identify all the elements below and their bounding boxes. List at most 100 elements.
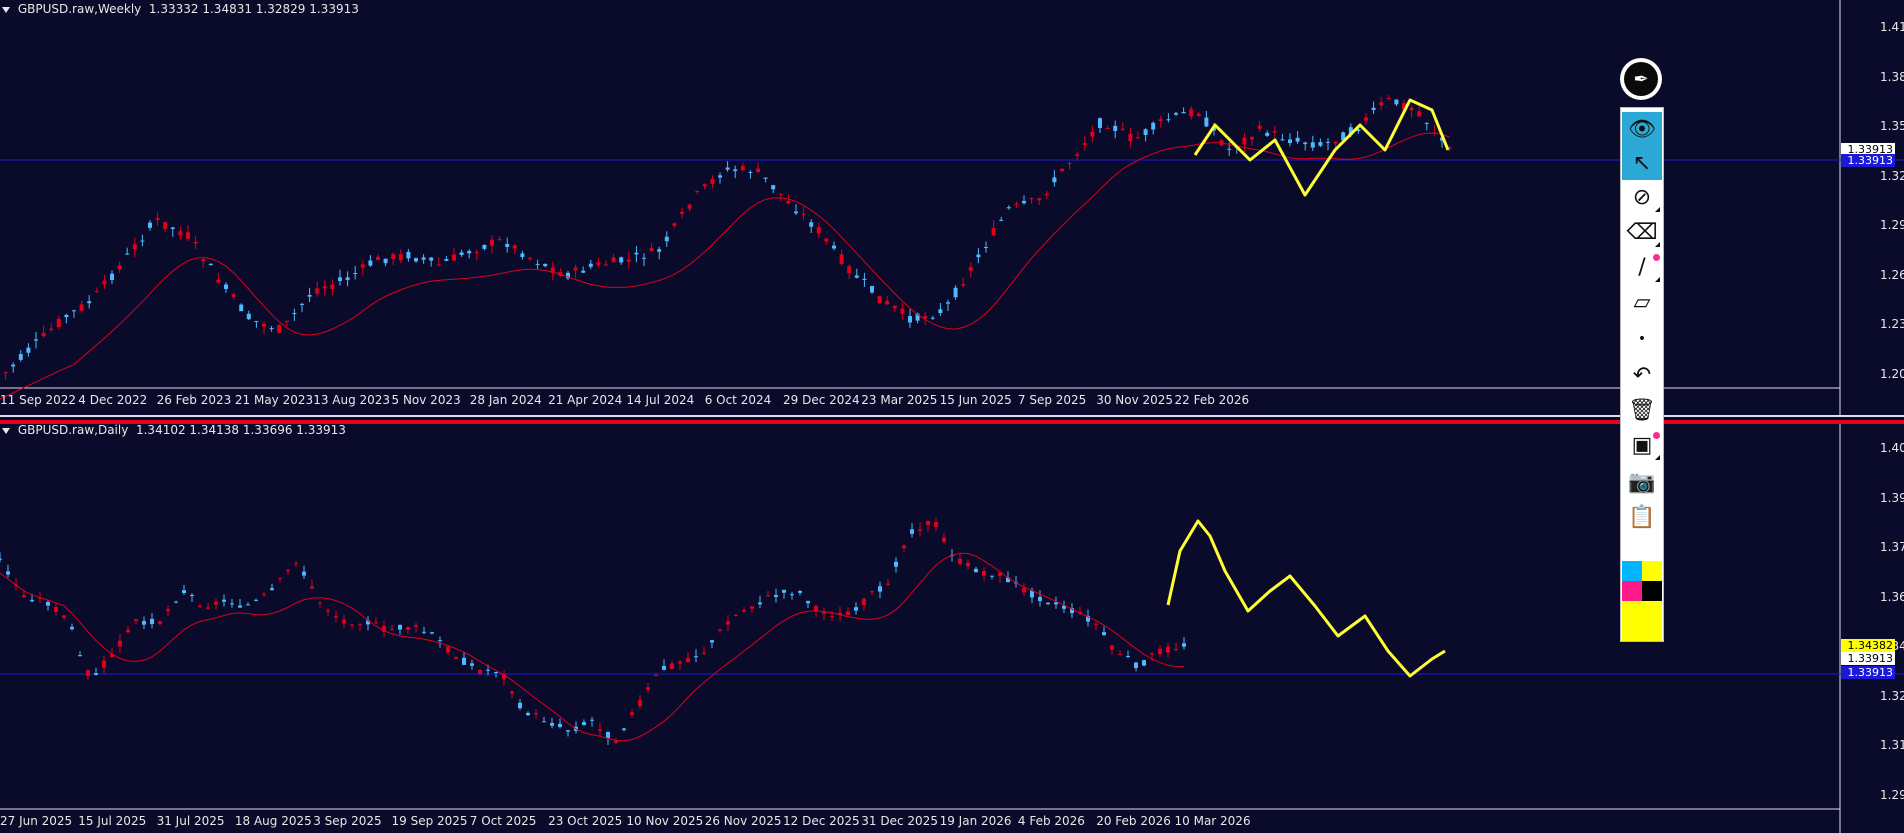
candle-body (1166, 646, 1170, 653)
weekly-x-tick-label: 13 Aug 2023 (313, 393, 391, 407)
candle-body (771, 185, 776, 190)
camera-tool-button[interactable]: 📷 (1622, 465, 1662, 499)
pane-separator[interactable] (0, 415, 1904, 421)
eraser-tool-button[interactable]: ⌫ (1622, 215, 1662, 249)
eye-tool-button[interactable]: 👁 (1622, 112, 1662, 146)
candle-body (1060, 168, 1064, 172)
candle-body (1348, 127, 1353, 135)
candle-body (269, 328, 274, 330)
pencil-tool-button[interactable]: / (1622, 250, 1662, 284)
daily-x-tick-label: 20 Feb 2026 (1096, 814, 1171, 828)
dot-tool-button[interactable]: • (1622, 322, 1662, 356)
moving-average-line (0, 132, 1450, 400)
candle-body (886, 583, 890, 585)
candle-body (816, 227, 821, 234)
candle-body (1143, 129, 1148, 135)
color-swatch[interactable] (1622, 601, 1642, 621)
collapse-triangle-icon[interactable] (2, 427, 10, 434)
candle-body (718, 629, 722, 631)
color-swatch[interactable] (1642, 561, 1662, 581)
candle-body (398, 254, 403, 261)
candle-body (1022, 588, 1026, 593)
candle-body (78, 655, 82, 657)
candle-body (630, 712, 634, 715)
candle-body (1326, 141, 1330, 143)
candle-body (34, 339, 38, 341)
clipboard-tool-button[interactable]: 📋 (1622, 500, 1662, 534)
candle-body (672, 223, 677, 226)
candle-body (938, 309, 943, 314)
candle-body (982, 570, 986, 576)
candle-body (429, 257, 434, 261)
candle-body (558, 723, 562, 727)
candle-body (342, 619, 346, 624)
candle-body (566, 730, 570, 732)
drawing-toolbar: 👁 ↖ ⊘ ⌫ / ▱ • ↶ 🗑 ▣ 📷 📋 (1620, 107, 1664, 642)
candle-body (588, 263, 593, 267)
candle-body (216, 279, 221, 283)
drawing-pen-button[interactable]: ✒ (1620, 58, 1662, 100)
candle-body (490, 239, 494, 246)
candle-body (30, 599, 34, 602)
candle-body (1333, 141, 1338, 144)
weekly-current-price-tag: 1.33913 (1841, 143, 1895, 156)
weekly-symbol: GBPUSD.raw,Weekly (17, 2, 142, 16)
candle-body (110, 654, 114, 657)
candle-body (1070, 608, 1074, 614)
color-swatch[interactable] (1622, 621, 1642, 641)
candle-body (1151, 122, 1156, 130)
compass-tool-button[interactable]: ⊘ (1622, 180, 1662, 214)
candle-body (520, 253, 525, 257)
candle-body (550, 722, 554, 726)
weekly-chart-pane[interactable]: GBPUSD.raw,Weekly 1.33332 1.34831 1.3282… (0, 0, 1904, 415)
candle-body (798, 591, 802, 593)
candle-body (178, 231, 183, 236)
candle-body (102, 280, 107, 285)
candle-body (870, 285, 874, 293)
candle-body (41, 332, 46, 337)
candle-body (918, 529, 922, 531)
undo-tool-button[interactable]: ↶ (1622, 358, 1662, 392)
candle-body (778, 193, 783, 195)
candle-body (854, 607, 858, 611)
candle-body (1204, 117, 1209, 127)
candle-body (968, 267, 973, 271)
candle-body (934, 522, 938, 527)
candle-body (1440, 137, 1444, 141)
color-swatch[interactable] (1642, 601, 1662, 621)
weekly-x-tick-label: 4 Dec 2022 (78, 393, 148, 407)
collapse-triangle-icon[interactable] (2, 6, 10, 13)
candle-body (474, 252, 479, 254)
candle-body (657, 249, 662, 252)
weekly-y-tick-label: 1.41570 (1880, 20, 1904, 34)
trash-tool-button[interactable]: 🗑 (1622, 393, 1662, 427)
candle-body (222, 599, 226, 602)
color-swatch[interactable] (1622, 581, 1642, 601)
candle-body (1295, 137, 1300, 142)
daily-chart-canvas[interactable] (0, 421, 1904, 833)
candle-body (87, 301, 92, 304)
candle-body (454, 657, 458, 659)
candle-body (1242, 137, 1247, 145)
candle-body (634, 252, 639, 255)
candle-body (117, 265, 122, 270)
daily-x-tick-label: 31 Jul 2025 (156, 814, 225, 828)
candle-body (330, 284, 335, 289)
candle-body (1082, 143, 1087, 145)
template-tool-button[interactable]: ▣ (1622, 428, 1662, 462)
color-swatch[interactable] (1642, 581, 1662, 601)
color-swatch[interactable] (1622, 561, 1642, 581)
candle-body (534, 712, 538, 715)
candle-body (406, 627, 410, 630)
candle-body (170, 227, 175, 229)
candle-body (315, 288, 320, 294)
trash-icon: 🗑 (1628, 397, 1656, 423)
weekly-chart-canvas[interactable] (0, 0, 1904, 415)
daily-chart-pane[interactable]: GBPUSD.raw,Daily 1.34102 1.34138 1.33696… (0, 421, 1904, 833)
highlighter-tool-button[interactable]: ▱ (1622, 285, 1662, 319)
candle-body (824, 238, 829, 242)
candle-body (1150, 653, 1154, 655)
color-swatch[interactable] (1642, 621, 1662, 641)
candle-body (198, 605, 202, 607)
cursor-tool-button[interactable]: ↖ (1622, 146, 1662, 180)
